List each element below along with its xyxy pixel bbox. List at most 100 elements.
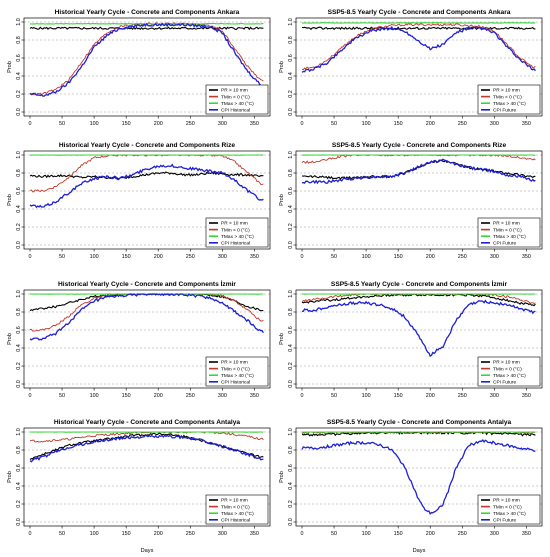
x-tick-label: 0 (29, 393, 32, 399)
y-tick-label: 0.0 (16, 108, 22, 116)
legend-entry: TMin < 0 (°C) (221, 366, 250, 372)
legend-entry: TMax > 40 (°C) (221, 234, 254, 240)
legend-entry: CPI Historical (221, 108, 250, 114)
x-tick-label: 350 (250, 254, 259, 260)
x-axis-label: Days (413, 548, 426, 554)
x-tick-label: 200 (426, 531, 435, 537)
plot-frame (23, 289, 271, 389)
x-tick-label: 100 (362, 531, 371, 537)
x-tick-label: 350 (522, 531, 531, 537)
legend-entry: TMin < 0 (°C) (221, 227, 250, 233)
y-axis-label: Prob (279, 471, 285, 483)
series-line (301, 293, 536, 307)
series-line (301, 25, 536, 73)
legend-entry: PR > 10 mm (493, 360, 520, 366)
y-tick-label: 0.4 (16, 72, 22, 80)
x-tick-label: 100 (90, 393, 99, 399)
y-tick-label: 0.6 (288, 326, 294, 334)
y-tick-label: 0.2 (288, 500, 294, 508)
legend-entry: PR > 10 mm (221, 360, 248, 366)
plot-frame (295, 427, 543, 527)
x-tick-label: 0 (29, 254, 32, 260)
x-tick-label: 350 (522, 254, 531, 260)
series-line (301, 23, 536, 71)
y-tick-label: 0.0 (288, 108, 294, 116)
y-tick-label: 0.8 (288, 308, 294, 316)
legend-entry: CPI Future (493, 380, 517, 386)
legend-entry: CPI Future (493, 241, 517, 247)
y-tick-label: 0.2 (288, 90, 294, 98)
x-tick-label: 250 (458, 531, 467, 537)
x-tick-label: 0 (301, 531, 304, 537)
panel-2: SSP5-8.5 Yearly Cycle - Concrete and Com… (279, 9, 543, 127)
legend-entry: TMax > 40 (°C) (221, 101, 254, 107)
x-tick-label: 50 (331, 531, 337, 537)
y-axis-label: Prob (7, 333, 13, 345)
y-tick-label: 0.2 (288, 223, 294, 231)
x-tick-label: 350 (250, 121, 259, 127)
series-line (29, 432, 264, 460)
plot-frame (295, 289, 543, 389)
y-tick-label: 0.2 (16, 223, 22, 231)
x-tick-label: 0 (301, 254, 304, 260)
y-tick-label: 1.0 (16, 290, 22, 298)
legend-entry: PR > 10 mm (221, 88, 248, 94)
legend-entry: TMax > 40 (°C) (221, 511, 254, 517)
series-line (29, 154, 264, 193)
panel-3: Historical Yearly Cycle - Concrete and C… (7, 142, 271, 260)
panel-1: Historical Yearly Cycle - Concrete and C… (7, 9, 271, 127)
y-tick-label: 0.4 (16, 205, 22, 213)
y-tick-label: 0.4 (288, 72, 294, 80)
x-tick-label: 100 (90, 121, 99, 127)
y-tick-label: 0.4 (16, 344, 22, 352)
series-line (29, 431, 264, 443)
x-axis-label: Days (141, 548, 154, 554)
y-tick-label: 1.0 (288, 290, 294, 298)
y-axis-label: Prob (279, 333, 285, 345)
series-line (301, 26, 536, 31)
y-tick-label: 0.2 (288, 362, 294, 370)
panel-title: Historical Yearly Cycle - Concrete and C… (54, 419, 240, 426)
y-tick-label: 1.0 (288, 428, 294, 436)
panel-title: Historical Yearly Cycle - Concrete and C… (58, 280, 236, 288)
x-tick-label: 50 (59, 254, 65, 260)
x-tick-label: 200 (154, 121, 163, 127)
series-line (301, 22, 536, 24)
y-axis-label: Prob (7, 471, 13, 483)
x-tick-label: 300 (490, 531, 499, 537)
x-tick-label: 200 (426, 254, 435, 260)
legend-entry: TMax > 40 (°C) (493, 511, 526, 517)
panel-title: Historical Yearly Cycle - Concrete and C… (55, 9, 240, 16)
series-line (301, 154, 536, 164)
y-tick-label: 0.8 (16, 446, 22, 454)
panel-7: Historical Yearly Cycle - Concrete and C… (7, 419, 271, 537)
series-line (301, 159, 536, 181)
legend-entry: TMin < 0 (°C) (221, 94, 250, 100)
y-axis-label: Prob (279, 61, 285, 73)
series-line (29, 434, 264, 463)
y-tick-label: 0.2 (16, 90, 22, 98)
legend-entry: CPI Historical (221, 380, 250, 386)
panel-title: SSP5-8.5 Yearly Cycle - Concrete and Com… (328, 9, 511, 16)
y-tick-label: 0.6 (16, 464, 22, 472)
x-tick-label: 300 (490, 393, 499, 399)
x-tick-label: 50 (331, 254, 337, 260)
x-tick-label: 150 (394, 393, 403, 399)
series-line (301, 158, 536, 185)
x-tick-label: 200 (154, 393, 163, 399)
y-tick-label: 0.6 (16, 54, 22, 62)
panel-title: SSP5-8.5 Yearly Cycle - Concrete and Com… (331, 280, 508, 288)
y-axis-label: Prob (7, 61, 13, 73)
x-tick-label: 300 (218, 531, 227, 537)
x-tick-label: 300 (218, 121, 227, 127)
y-tick-label: 0.8 (16, 169, 22, 177)
x-tick-label: 0 (301, 393, 304, 399)
x-tick-label: 250 (186, 393, 195, 399)
panel-8: SSP5-8.5 Yearly Cycle - Concrete and Com… (279, 419, 543, 537)
